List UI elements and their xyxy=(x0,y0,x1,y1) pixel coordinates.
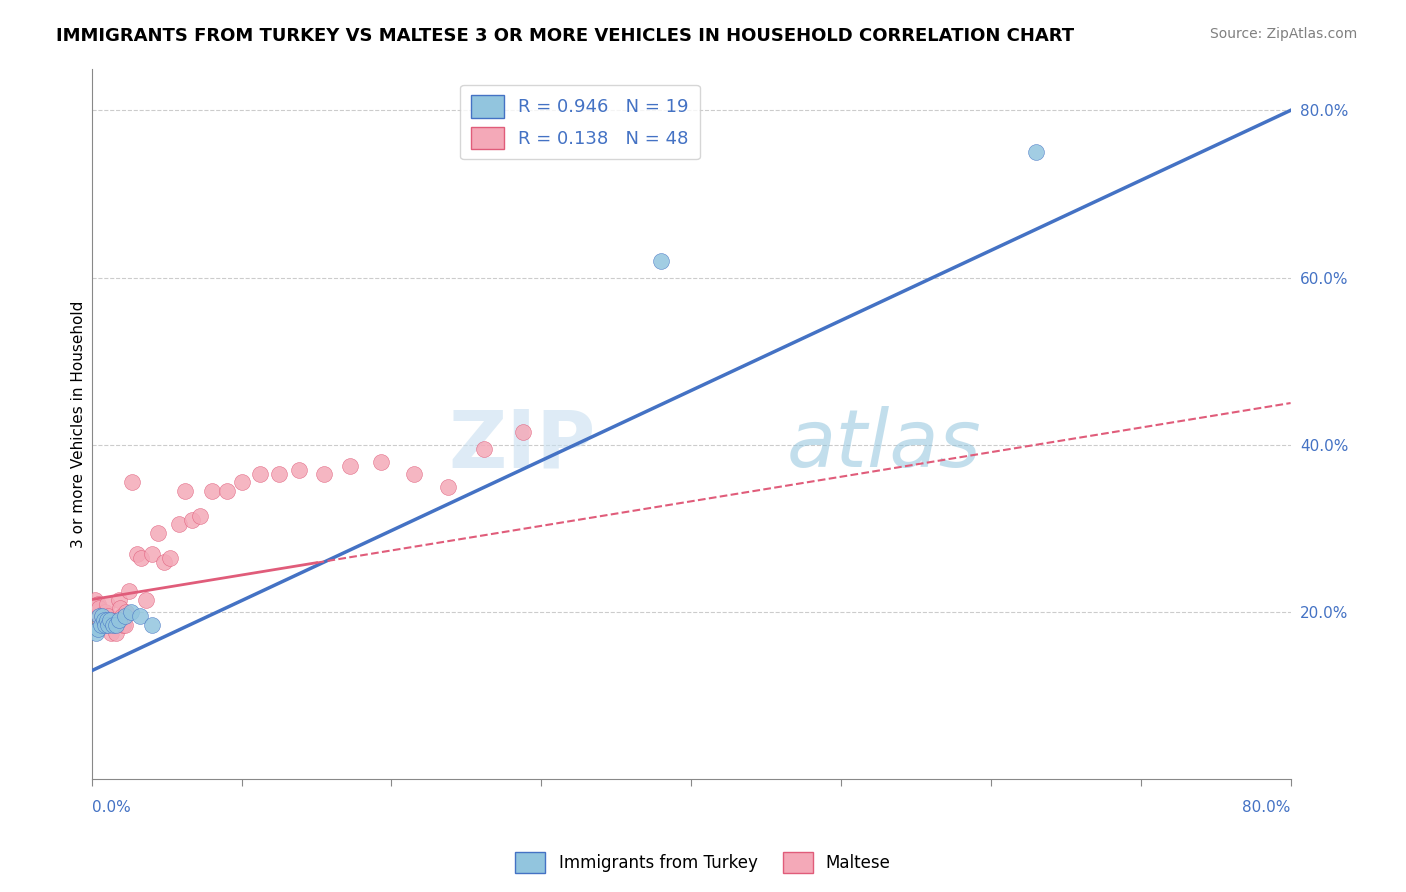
Point xyxy=(97,609,120,624)
Point xyxy=(105,614,128,628)
Point xyxy=(512,425,534,440)
Point xyxy=(104,617,127,632)
Point xyxy=(111,609,134,624)
Legend: Immigrants from Turkey, Maltese: Immigrants from Turkey, Maltese xyxy=(509,846,897,880)
Point xyxy=(159,550,181,565)
Point xyxy=(90,617,112,632)
Point xyxy=(101,614,124,628)
Legend: R = 0.946   N = 19, R = 0.138   N = 48: R = 0.946 N = 19, R = 0.138 N = 48 xyxy=(460,85,700,160)
Point xyxy=(120,605,142,619)
Point xyxy=(370,454,392,468)
Point xyxy=(249,467,271,482)
Point xyxy=(437,480,460,494)
Point xyxy=(129,550,152,565)
Text: atlas: atlas xyxy=(787,406,981,484)
Point xyxy=(188,508,211,523)
Point xyxy=(114,609,136,624)
Point xyxy=(231,475,253,490)
Point xyxy=(287,463,309,477)
Point xyxy=(125,547,148,561)
Point xyxy=(152,555,174,569)
Point xyxy=(84,626,107,640)
Point xyxy=(173,483,195,498)
Point xyxy=(110,601,132,615)
Point xyxy=(1025,145,1047,160)
Point xyxy=(107,592,129,607)
Point xyxy=(98,614,121,628)
Point xyxy=(93,614,115,628)
Point xyxy=(93,617,115,632)
Point xyxy=(94,617,117,632)
Point xyxy=(100,626,122,640)
Point xyxy=(112,617,135,632)
Point xyxy=(87,597,110,611)
Point xyxy=(312,467,335,482)
Point xyxy=(97,617,120,632)
Point xyxy=(98,617,121,632)
Point xyxy=(118,584,141,599)
Point xyxy=(167,517,190,532)
Point xyxy=(215,483,238,498)
Point xyxy=(87,622,110,636)
Text: IMMIGRANTS FROM TURKEY VS MALTESE 3 OR MORE VEHICLES IN HOUSEHOLD CORRELATION CH: IMMIGRANTS FROM TURKEY VS MALTESE 3 OR M… xyxy=(56,27,1074,45)
Point xyxy=(135,592,157,607)
Point xyxy=(146,525,169,540)
Point xyxy=(89,609,111,624)
Point xyxy=(115,605,138,619)
Point xyxy=(104,626,127,640)
Point xyxy=(101,617,124,632)
Point xyxy=(121,475,143,490)
Point xyxy=(201,483,224,498)
Point xyxy=(96,597,118,611)
Point xyxy=(90,614,112,628)
Point xyxy=(96,614,118,628)
Text: Source: ZipAtlas.com: Source: ZipAtlas.com xyxy=(1209,27,1357,41)
Point xyxy=(84,605,107,619)
Point xyxy=(114,617,136,632)
Point xyxy=(89,601,111,615)
Point xyxy=(128,609,150,624)
Point xyxy=(402,467,425,482)
Point xyxy=(269,467,291,482)
Point xyxy=(181,513,204,527)
Text: 80.0%: 80.0% xyxy=(1243,800,1291,815)
Point xyxy=(141,547,163,561)
Y-axis label: 3 or more Vehicles in Household: 3 or more Vehicles in Household xyxy=(72,301,86,548)
Point xyxy=(83,592,105,607)
Point xyxy=(103,617,125,632)
Point xyxy=(94,605,117,619)
Point xyxy=(141,617,163,632)
Point xyxy=(91,609,114,624)
Point xyxy=(339,458,361,473)
Point xyxy=(107,614,129,628)
Text: 0.0%: 0.0% xyxy=(91,800,131,815)
Text: ZIP: ZIP xyxy=(449,406,595,484)
Point xyxy=(474,442,496,456)
Point xyxy=(650,253,672,268)
Point xyxy=(91,609,114,624)
